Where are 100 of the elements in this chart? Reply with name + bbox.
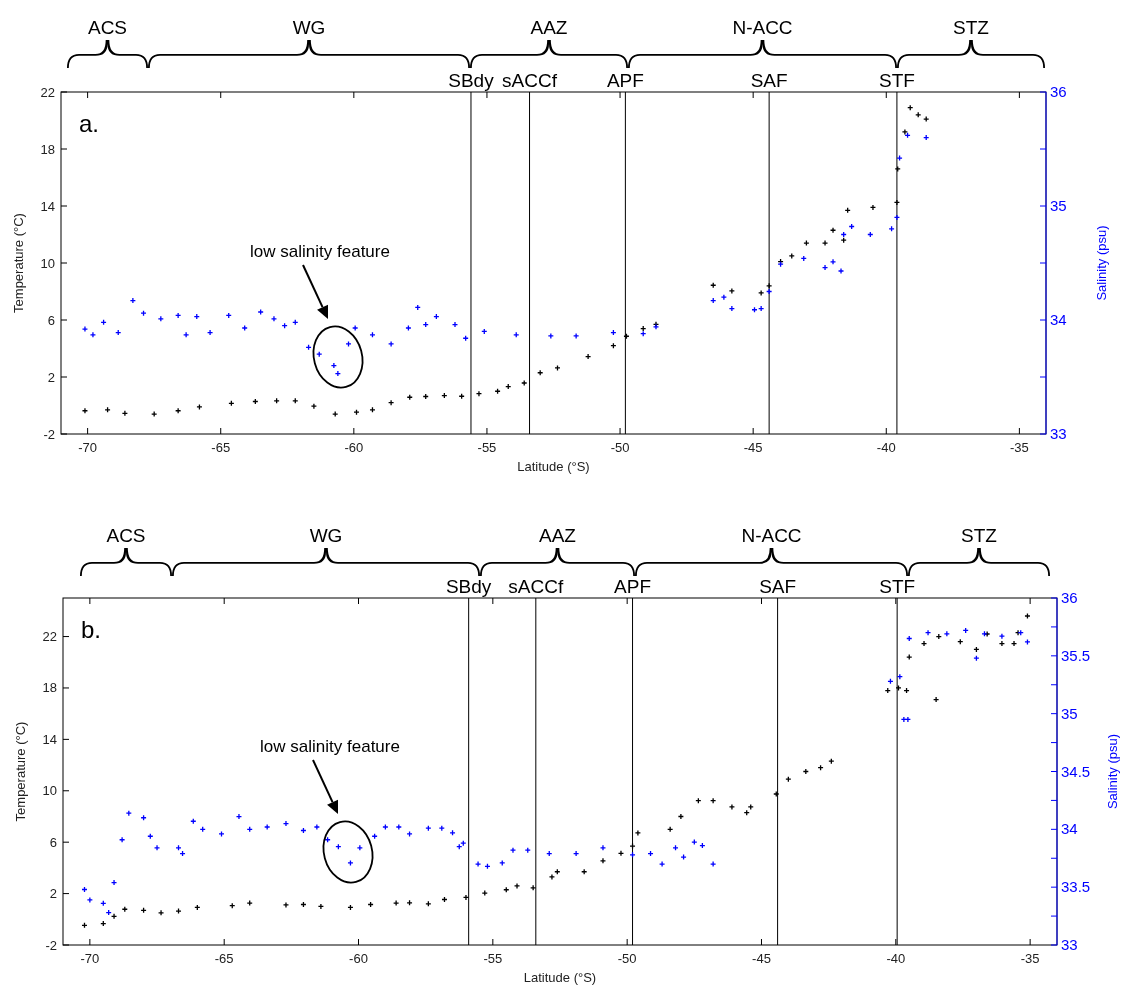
y-tick-label: 14 — [42, 731, 57, 747]
ref-line-label: APF — [614, 576, 652, 597]
text: ACS — [106, 525, 146, 546]
y-tick-label: 2 — [49, 886, 57, 902]
point — [387, 399, 395, 406]
point — [451, 321, 459, 328]
point — [548, 873, 556, 881]
x-tick-label: -40 — [876, 440, 896, 455]
y-tick-label: 6 — [47, 312, 55, 328]
ref-line-label: STF — [878, 70, 915, 91]
point — [803, 239, 810, 247]
point — [521, 379, 528, 387]
x-tick-label: -60 — [349, 951, 368, 966]
point — [345, 340, 352, 348]
ref-line-label: sACCf — [502, 70, 558, 91]
text: ACS — [87, 17, 128, 38]
point — [513, 882, 521, 890]
y-tick-label: 18 — [42, 680, 57, 696]
x-tick-label: -45 — [752, 951, 771, 966]
point — [392, 899, 400, 907]
x-tick-label: -50 — [610, 440, 630, 455]
point — [270, 315, 278, 323]
annotation: low salinity feature — [260, 737, 400, 756]
point — [151, 410, 158, 418]
point — [869, 204, 877, 211]
y2-tick-label: 34.5 — [1061, 762, 1091, 780]
y-tick-label: 2 — [47, 369, 55, 385]
x-tick-label: -70 — [80, 951, 100, 966]
point — [317, 903, 325, 910]
x-tick-label: -50 — [617, 951, 637, 966]
point — [282, 901, 290, 909]
x-tick-label: -65 — [214, 951, 234, 966]
point — [599, 857, 607, 864]
point — [196, 403, 203, 411]
ref-line-label: STF — [879, 576, 916, 597]
y-tick-label: 10 — [40, 255, 55, 271]
point — [829, 227, 837, 234]
point — [462, 894, 470, 901]
point — [246, 899, 253, 907]
y2-tick-label: 33 — [1050, 425, 1067, 442]
point — [709, 797, 717, 804]
ref-line-label: SAF — [750, 70, 788, 91]
point — [257, 308, 264, 316]
x-tick-label: -40 — [886, 951, 906, 966]
y-tick-label: 18 — [40, 141, 55, 157]
point — [765, 288, 773, 295]
text: AAZ — [530, 17, 568, 38]
point — [547, 332, 554, 340]
point — [475, 390, 483, 397]
point — [330, 362, 338, 369]
ref-line-label: SAF — [759, 576, 797, 597]
point — [629, 842, 636, 850]
y-tick-label: 22 — [40, 84, 55, 100]
point — [157, 909, 165, 917]
point — [1010, 640, 1018, 647]
point — [129, 297, 137, 304]
y2-tick-label: 36 — [1050, 83, 1067, 100]
point — [617, 850, 625, 857]
point — [923, 115, 930, 123]
point — [998, 640, 1006, 647]
point — [174, 407, 182, 414]
point — [728, 287, 736, 295]
point — [481, 889, 488, 897]
point — [310, 403, 318, 410]
point — [554, 364, 561, 372]
y-tick-label: 14 — [40, 198, 55, 214]
x-axis-title: Latitude (°S) — [523, 970, 597, 985]
y2-tick-label: 36 — [1061, 589, 1078, 606]
y2-tick-label: 35.5 — [1061, 646, 1091, 664]
ref-line-label: SBdy — [445, 576, 492, 597]
point — [920, 640, 928, 647]
point — [352, 324, 359, 332]
point — [425, 900, 432, 908]
x-tick-label: -70 — [78, 440, 98, 455]
point — [121, 410, 129, 417]
point — [895, 684, 902, 692]
point — [728, 305, 736, 312]
point — [667, 826, 674, 833]
y2-tick-label: 34 — [1061, 820, 1078, 838]
point — [1024, 612, 1031, 620]
point — [81, 325, 89, 333]
point — [758, 305, 765, 312]
annotation: b. — [81, 616, 102, 643]
point — [387, 340, 395, 348]
point — [174, 312, 182, 319]
x-tick-label: -45 — [743, 440, 763, 455]
point — [206, 329, 214, 336]
point — [773, 790, 780, 798]
text: N-ACC — [741, 525, 802, 546]
y2-tick-label: 35 — [1061, 704, 1078, 722]
point — [157, 315, 164, 323]
x-tick-label: -65 — [211, 440, 231, 455]
text: AAZ — [539, 525, 577, 546]
text: STZ — [953, 17, 990, 38]
point — [894, 165, 901, 173]
y-tick-label: 6 — [49, 834, 57, 850]
point — [584, 353, 592, 360]
y2-tick-label: 33.5 — [1061, 878, 1091, 896]
point — [241, 324, 248, 332]
point — [747, 803, 754, 811]
